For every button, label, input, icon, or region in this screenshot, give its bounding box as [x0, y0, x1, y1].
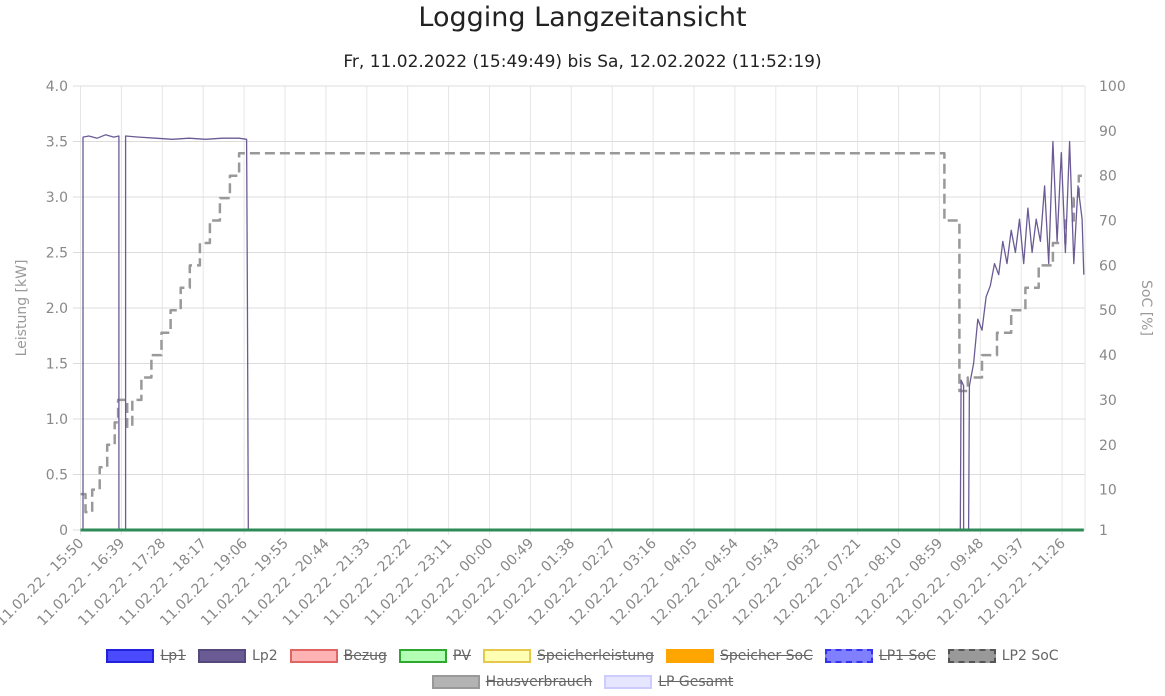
legend-item-speicher-soc[interactable]: Speicher SoC [666, 648, 813, 664]
series-line-lp2 [80, 134, 1085, 531]
y-tick-label: 3.0 [46, 190, 68, 206]
legend-item-lp2[interactable]: Lp2 [198, 648, 278, 664]
y2-axis-label: SoC [%] [1138, 280, 1154, 336]
legend: Lp1 Lp2 Bezug PV Speicherleistung Speicher So… [0, 644, 1165, 696]
legend-swatch [289, 649, 338, 663]
legend-item-lp2-soc[interactable]: LP2 SoC [947, 648, 1059, 664]
legend-label: Hausverbrauch [485, 674, 593, 690]
legend-swatch [106, 649, 155, 663]
y2-tick-label: 1 [1099, 523, 1108, 539]
legend-swatch [398, 649, 447, 663]
legend-swatch [198, 649, 247, 663]
legend-label: Lp2 [252, 648, 278, 664]
legend-item-hausverbrauch[interactable]: Hausverbrauch [431, 674, 593, 690]
legend-item-speicherleistung[interactable]: Speicherleistung [482, 648, 654, 664]
legend-swatch [947, 649, 996, 663]
y-tick-label: 2.5 [46, 246, 68, 262]
legend-item-lp1[interactable]: Lp1 [106, 648, 186, 664]
legend-item-lp1-soc[interactable]: LP1 SoC [824, 648, 936, 664]
y-tick-label: 0 [59, 523, 68, 539]
legend-label: PV [452, 648, 471, 664]
legend-swatch [666, 649, 714, 663]
y2-tick-label: 90 [1099, 124, 1117, 140]
legend-swatch [482, 649, 531, 663]
y-tick-label: 3.5 [46, 135, 68, 151]
legend-item-lp-gesamt[interactable]: LP Gesamt [604, 674, 733, 690]
legend-label: LP Gesamt [658, 674, 734, 690]
y2-tick-label: 70 [1099, 214, 1117, 230]
y2-tick-label: 60 [1099, 258, 1117, 274]
y-tick-label: 0.5 [46, 468, 68, 484]
legend-row: Lp1 Lp2 Bezug PV Speicherleistung Speicher So… [0, 644, 1165, 668]
y2-tick-label: 50 [1099, 303, 1117, 319]
chart-subtitle: Fr, 11.02.2022 (15:49:49) bis Sa, 12.02.… [343, 52, 822, 72]
y2-tick-label: 100 [1099, 79, 1126, 95]
legend-swatch [824, 649, 873, 663]
y-tick-label: 1.5 [46, 357, 68, 373]
legend-label: Speicherleistung [536, 648, 654, 664]
y-tick-label: 4.0 [46, 79, 68, 95]
y2-tick-label: 40 [1099, 348, 1117, 364]
legend-item-pv[interactable]: PV [398, 648, 471, 664]
legend-swatch [604, 675, 653, 689]
y-axis-label: Leistung [kW] [14, 260, 30, 357]
y2-tick-label: 20 [1099, 438, 1117, 454]
y2-tick-label: 30 [1099, 393, 1117, 409]
legend-label: LP2 SoC [1001, 648, 1059, 664]
legend-row: Hausverbrauch LP Gesamt [0, 670, 1165, 694]
legend-label: Speicher SoC [720, 648, 813, 664]
legend-label: Lp1 [160, 648, 187, 664]
legend-label: LP1 SoC [878, 648, 936, 664]
y2-tick-label: 10 [1099, 483, 1117, 499]
legend-item-bezug[interactable]: Bezug [289, 648, 387, 664]
legend-label: Bezug [343, 648, 387, 664]
legend-swatch [431, 675, 480, 689]
y-tick-label: 2.0 [46, 301, 68, 317]
series-line-lp2-soc [80, 152, 1084, 514]
y2-tick-label: 80 [1099, 169, 1117, 185]
y-tick-label: 1.0 [46, 412, 68, 428]
chart-title: Logging Langzeitansicht [418, 2, 747, 33]
